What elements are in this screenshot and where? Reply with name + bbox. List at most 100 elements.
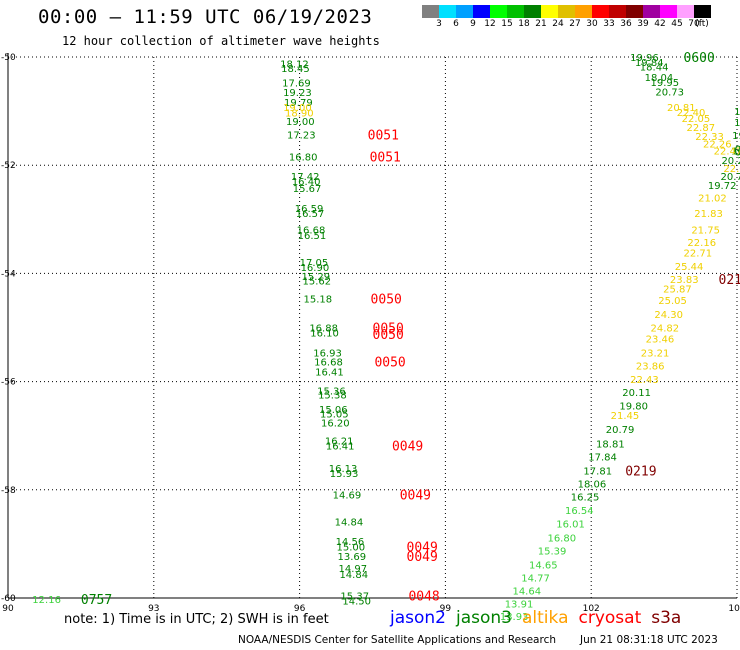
legend-swatch <box>609 5 626 18</box>
wave-height-value: 23.46 <box>646 334 675 345</box>
legend-swatch <box>677 5 694 18</box>
wave-height-value: 13.93 <box>500 612 529 623</box>
wave-height-value: 14.56 <box>336 537 365 548</box>
y-tick-label: -60 <box>1 594 16 604</box>
wave-height-value: 18.12 <box>280 59 309 70</box>
wave-height-value: 25.05 <box>658 296 687 307</box>
y-tick-label: -50 <box>1 53 16 63</box>
wave-height-value: 16.10 <box>310 328 339 339</box>
credit-line: NOAA/NESDIS Center for Satellite Applica… <box>238 634 556 646</box>
plot-border <box>7 53 737 599</box>
pass-time-label: 0218 <box>719 273 740 288</box>
pass-time-label: 0051 <box>370 151 401 166</box>
wave-height-value: 16.57 <box>296 209 325 220</box>
legend-label: 15 <box>501 19 513 29</box>
wave-height-value: 22.0 <box>723 164 740 175</box>
wave-height-value: 17.23 <box>287 130 316 141</box>
pass-time-label: 0050 <box>373 322 404 337</box>
wave-height-value: 16.80 <box>547 533 576 544</box>
generation-timestamp: Jun 21 08:31:18 UTC 2023 <box>580 634 718 646</box>
wave-height-value: 16.59 <box>295 204 324 215</box>
satellite-name: cryosat <box>578 608 642 628</box>
wave-height-value: 19.95 <box>650 78 679 89</box>
wave-height-value: 20.24 <box>721 156 740 167</box>
wave-height-value: 16.68 <box>314 358 343 369</box>
wave-height-value: 18.44 <box>640 63 669 74</box>
wave-height-value: 18.45 <box>281 64 310 75</box>
wave-height-value: 17.81 <box>583 466 612 477</box>
data-points: 18.1218.4517.6919.2319.7919.0017.2316.80… <box>32 53 740 623</box>
legend-label: 9 <box>470 19 476 29</box>
wave-height-value: 15.06 <box>319 405 348 416</box>
wave-height-value: 19.96 <box>630 53 659 64</box>
legend-label: 27 <box>569 19 581 29</box>
wave-height-value: 14.84 <box>335 518 364 529</box>
wave-height-value: 14.65 <box>529 560 558 571</box>
legend-unit: (ft) <box>695 19 709 29</box>
pass-time-label: 0049 <box>392 439 423 454</box>
wave-height-value: 19.0 <box>732 131 740 142</box>
wave-height-value: 15.37 <box>340 591 369 602</box>
wave-height-value: 16.88 <box>309 324 338 335</box>
wave-height-value: 15.29 <box>302 272 331 283</box>
legend-swatch <box>643 5 660 18</box>
wave-height-value: 16.41 <box>326 441 355 452</box>
wave-height-value: 16.25 <box>571 492 600 503</box>
legend-label: 39 <box>637 19 649 29</box>
wave-height-value: 18.90 <box>285 109 314 120</box>
wave-height-value: 22.40 <box>677 108 706 119</box>
wave-height-value: 16.21 <box>325 437 354 448</box>
pass-time-label: 0219 <box>625 464 656 479</box>
legend-swatch <box>456 5 473 18</box>
wave-height-value: 16.51 <box>298 231 327 242</box>
wave-height-value: 22.16 <box>687 238 716 249</box>
legend-swatch <box>541 5 558 18</box>
wave-height-value: 22.47 <box>714 147 740 158</box>
legend-label: 45 <box>671 19 683 29</box>
legend-swatch <box>490 5 507 18</box>
wave-height-value: 15.62 <box>303 276 332 287</box>
wave-height-value: 19.23 <box>283 88 312 99</box>
wave-height-value: 15.05 <box>320 410 349 421</box>
legend-swatch <box>524 5 541 18</box>
wave-height-value: 23.83 <box>670 275 699 286</box>
pass-time-label: 06 <box>734 145 740 160</box>
wave-height-value: 17 <box>734 118 740 129</box>
x-tick-label: 105 <box>728 604 740 614</box>
wave-height-value: 14.69 <box>333 491 362 502</box>
wave-height-value: 16.54 <box>565 506 594 517</box>
wave-height-value: 18.06 <box>578 479 607 490</box>
color-legend: 3 6 9 12 15 18 21 24 27 30 33 36 39 42 45 70 (ft) <box>422 5 740 32</box>
wave-height-value: 23.21 <box>641 348 670 359</box>
wave-height-value: 15.67 <box>293 184 322 195</box>
x-tick-label: 90 <box>2 604 14 614</box>
legend-label: 42 <box>654 19 666 29</box>
pass-time-label: 0049 <box>400 489 431 504</box>
wave-height-value: 20.81 <box>667 103 696 114</box>
wave-height-value: 19.84 <box>635 58 664 69</box>
pass-time-label: 0757 <box>81 593 112 608</box>
x-tick-label: 99 <box>440 604 452 614</box>
legend-swatch <box>439 5 456 18</box>
wave-height-value: 21.02 <box>698 194 727 205</box>
wave-height-value: 15.39 <box>538 546 567 557</box>
pass-time-label: 0049 <box>407 541 438 556</box>
wave-height-value: 15.36 <box>317 386 346 397</box>
x-tick-label: 96 <box>294 604 306 614</box>
wave-height-value: 17 <box>734 107 740 118</box>
wave-height-value: 13.69 <box>338 552 367 563</box>
wave-height-value: 14.64 <box>512 586 541 597</box>
legend-swatches <box>422 5 740 18</box>
legend-label: 3 <box>436 19 442 29</box>
wave-height-value: 24.82 <box>650 324 679 335</box>
wave-height-value: 21.45 <box>611 411 640 422</box>
wave-height-value: 16.01 <box>556 519 585 530</box>
wave-height-value: 20.11 <box>622 388 651 399</box>
pass-time-label: 0050 <box>374 356 405 371</box>
wave-height-value: 18.81 <box>596 439 625 450</box>
pass-time-label: 0600 <box>684 51 715 66</box>
wave-height-value: 17.69 <box>282 78 311 89</box>
wave-height-value: 16.80 <box>289 153 318 164</box>
wave-height-value: 16.20 <box>321 419 350 430</box>
wave-height-value: 20.79 <box>606 425 635 436</box>
